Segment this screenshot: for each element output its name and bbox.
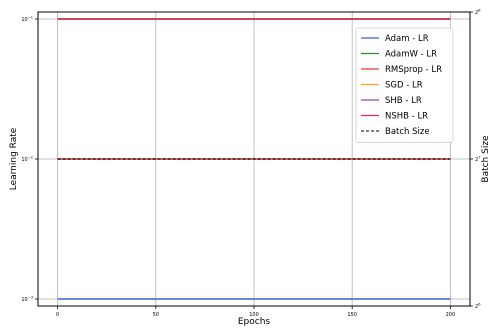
- y-tick-label: 10−1: [21, 16, 33, 24]
- legend-label: AdamW - LR: [385, 50, 437, 60]
- y2-tick-label: 28: [475, 9, 481, 17]
- x-tick-label: 0: [56, 312, 59, 318]
- legend: Adam - LR AdamW - LR RMSprop - LR SGD - LR S…: [355, 27, 454, 143]
- legend-label: RMSprop - LR: [385, 65, 442, 75]
- y2-axis-label: Batch Size: [481, 135, 491, 183]
- x-tick-label: 50: [153, 312, 159, 318]
- x-tick-label: 200: [446, 312, 456, 318]
- legend-label: Adam - LR: [385, 34, 429, 44]
- legend-label: SHB - LR: [385, 96, 422, 106]
- y-tick-label: 10−3: [21, 296, 33, 304]
- legend-label: Batch Size: [385, 127, 430, 137]
- x-axis-label: Epochs: [238, 317, 271, 327]
- y2-tick-label: 26: [475, 303, 481, 311]
- x-tick-label: 150: [347, 312, 357, 318]
- x-tick-label: 100: [249, 312, 259, 318]
- legend-label: NSHB - LR: [385, 112, 428, 122]
- axis-ticks: 0 50 100 150 200 10−3 10−2 10−1 26 27 28: [21, 9, 481, 319]
- series-lines: [57, 18, 451, 300]
- legend-label: SGD - LR: [385, 81, 423, 91]
- y-axis-label: Learning Rate: [9, 127, 19, 190]
- legend-box: [355, 27, 454, 143]
- y-tick-label: 10−2: [21, 156, 33, 164]
- y2-tick-label: 27: [475, 156, 480, 164]
